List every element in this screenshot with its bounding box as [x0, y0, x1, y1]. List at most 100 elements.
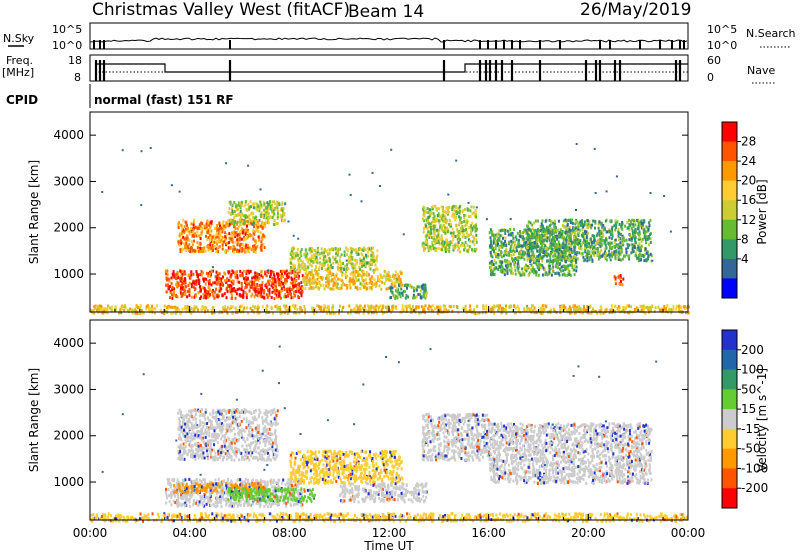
data-cell	[648, 306, 650, 310]
data-cell	[329, 287, 332, 291]
data-cell	[632, 225, 635, 228]
data-cell	[574, 304, 577, 308]
data-cell	[249, 284, 252, 288]
data-cell	[346, 284, 349, 287]
data-cell	[445, 221, 448, 224]
data-cell	[613, 309, 616, 313]
data-cell	[170, 311, 173, 315]
data-cell	[491, 255, 494, 259]
data-cell	[294, 254, 297, 258]
data-cell	[368, 281, 371, 285]
data-cell	[224, 272, 227, 276]
data-cell	[530, 236, 533, 240]
noise-cell	[575, 209, 577, 211]
data-cell	[468, 238, 470, 242]
data-cell	[334, 311, 337, 315]
data-cell	[645, 251, 648, 255]
data-cell	[231, 234, 234, 238]
data-cell	[285, 308, 287, 312]
data-cell	[645, 230, 648, 234]
data-cell	[235, 231, 238, 235]
data-cell	[282, 285, 285, 289]
data-cell	[308, 276, 311, 280]
data-cell	[173, 292, 175, 296]
data-cell	[190, 307, 193, 311]
data-cell	[251, 309, 254, 313]
data-cell	[241, 231, 244, 235]
data-cell	[364, 264, 367, 268]
data-cell	[252, 304, 254, 308]
data-cell	[269, 279, 272, 283]
data-cell	[508, 260, 511, 264]
data-cell	[210, 246, 213, 250]
data-cell	[458, 215, 461, 219]
data-cell	[646, 226, 649, 230]
data-cell	[530, 267, 533, 271]
data-cell	[140, 311, 143, 315]
data-cell	[630, 237, 633, 241]
data-cell	[604, 227, 606, 231]
data-cell	[236, 311, 239, 315]
data-cell	[276, 215, 279, 219]
data-cell	[538, 238, 540, 242]
data-cell	[354, 285, 357, 289]
data-cell	[230, 211, 232, 215]
data-cell	[527, 228, 530, 232]
data-cell	[343, 268, 346, 271]
data-cell	[345, 253, 347, 256]
data-cell	[291, 270, 294, 274]
data-cell	[438, 228, 441, 232]
data-cell	[271, 215, 274, 219]
data-cell	[297, 267, 300, 271]
data-cell	[428, 225, 431, 229]
data-cell	[568, 257, 571, 261]
data-cell	[227, 246, 230, 250]
data-cell	[610, 304, 613, 308]
data-cell	[444, 249, 447, 253]
data-cell	[464, 246, 467, 250]
data-cell	[336, 253, 339, 257]
data-cell	[468, 245, 471, 249]
data-cell	[190, 240, 193, 244]
data-cell	[269, 206, 272, 210]
data-cell	[528, 254, 531, 258]
data-cell	[390, 296, 392, 299]
data-cell	[192, 231, 195, 235]
data-cell	[358, 273, 361, 277]
data-cell	[332, 284, 335, 288]
data-cell	[216, 228, 219, 232]
data-cell	[321, 267, 323, 271]
data-cell	[593, 236, 596, 240]
data-cell	[252, 229, 255, 233]
data-cell	[257, 239, 260, 243]
data-cell	[529, 228, 532, 232]
data-cell	[536, 239, 539, 243]
data-cell	[619, 252, 622, 256]
data-cell	[571, 251, 574, 254]
data-cell	[212, 249, 214, 252]
data-cell	[515, 311, 517, 315]
data-cell	[439, 305, 442, 309]
data-cell	[362, 270, 365, 274]
data-cell	[206, 290, 209, 294]
data-cell	[310, 278, 312, 282]
data-cell	[308, 280, 311, 284]
data-cell	[230, 304, 233, 308]
data-cell	[384, 275, 387, 279]
data-cell	[394, 274, 397, 277]
data-cell	[592, 309, 595, 313]
data-cell	[389, 289, 392, 293]
data-cell	[236, 213, 239, 217]
data-cell	[367, 254, 370, 258]
data-cell	[473, 214, 476, 218]
freq-trace	[94, 60, 688, 81]
data-cell	[271, 281, 274, 285]
noise-cell	[149, 147, 152, 149]
data-cell	[584, 243, 587, 247]
data-cell	[507, 264, 510, 268]
data-cell	[567, 264, 570, 268]
data-cell	[500, 243, 503, 247]
data-cell	[629, 223, 632, 227]
data-cell	[263, 289, 266, 292]
data-cell	[233, 210, 236, 214]
